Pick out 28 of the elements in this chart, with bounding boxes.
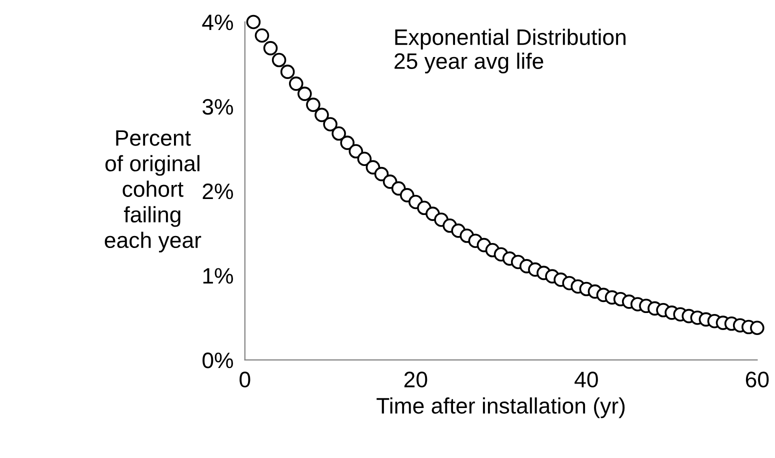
y-tick-label: 3% [202, 99, 233, 115]
point [298, 86, 312, 101]
point [288, 76, 304, 91]
x-tick-label: 0 [240, 372, 250, 388]
point [254, 28, 270, 43]
y-tick-label: 4% [202, 14, 233, 30]
annotation: Exponential Distribution 25 year avg life [394, 28, 626, 74]
point [332, 126, 346, 141]
point [750, 320, 764, 336]
y-axis-title: Percent of original cohort failing each year [104, 130, 202, 252]
point [246, 14, 261, 30]
point [374, 166, 389, 182]
point [263, 41, 278, 56]
y-tick-label: 1% [203, 268, 233, 284]
point [323, 117, 338, 132]
point [280, 64, 295, 79]
y-tick-label: 2% [202, 184, 233, 200]
point [306, 98, 320, 112]
x-tick-label: 40 [574, 372, 598, 388]
point [348, 144, 364, 158]
point [357, 152, 372, 166]
x-tick-label: 20 [404, 372, 428, 388]
x-tick-label: 60 [746, 372, 769, 388]
y-tick-label: 0% [202, 352, 233, 368]
x-axis-title: Time after installation (yr) [376, 397, 625, 418]
point [272, 52, 286, 68]
point [314, 108, 329, 122]
point [340, 136, 355, 150]
